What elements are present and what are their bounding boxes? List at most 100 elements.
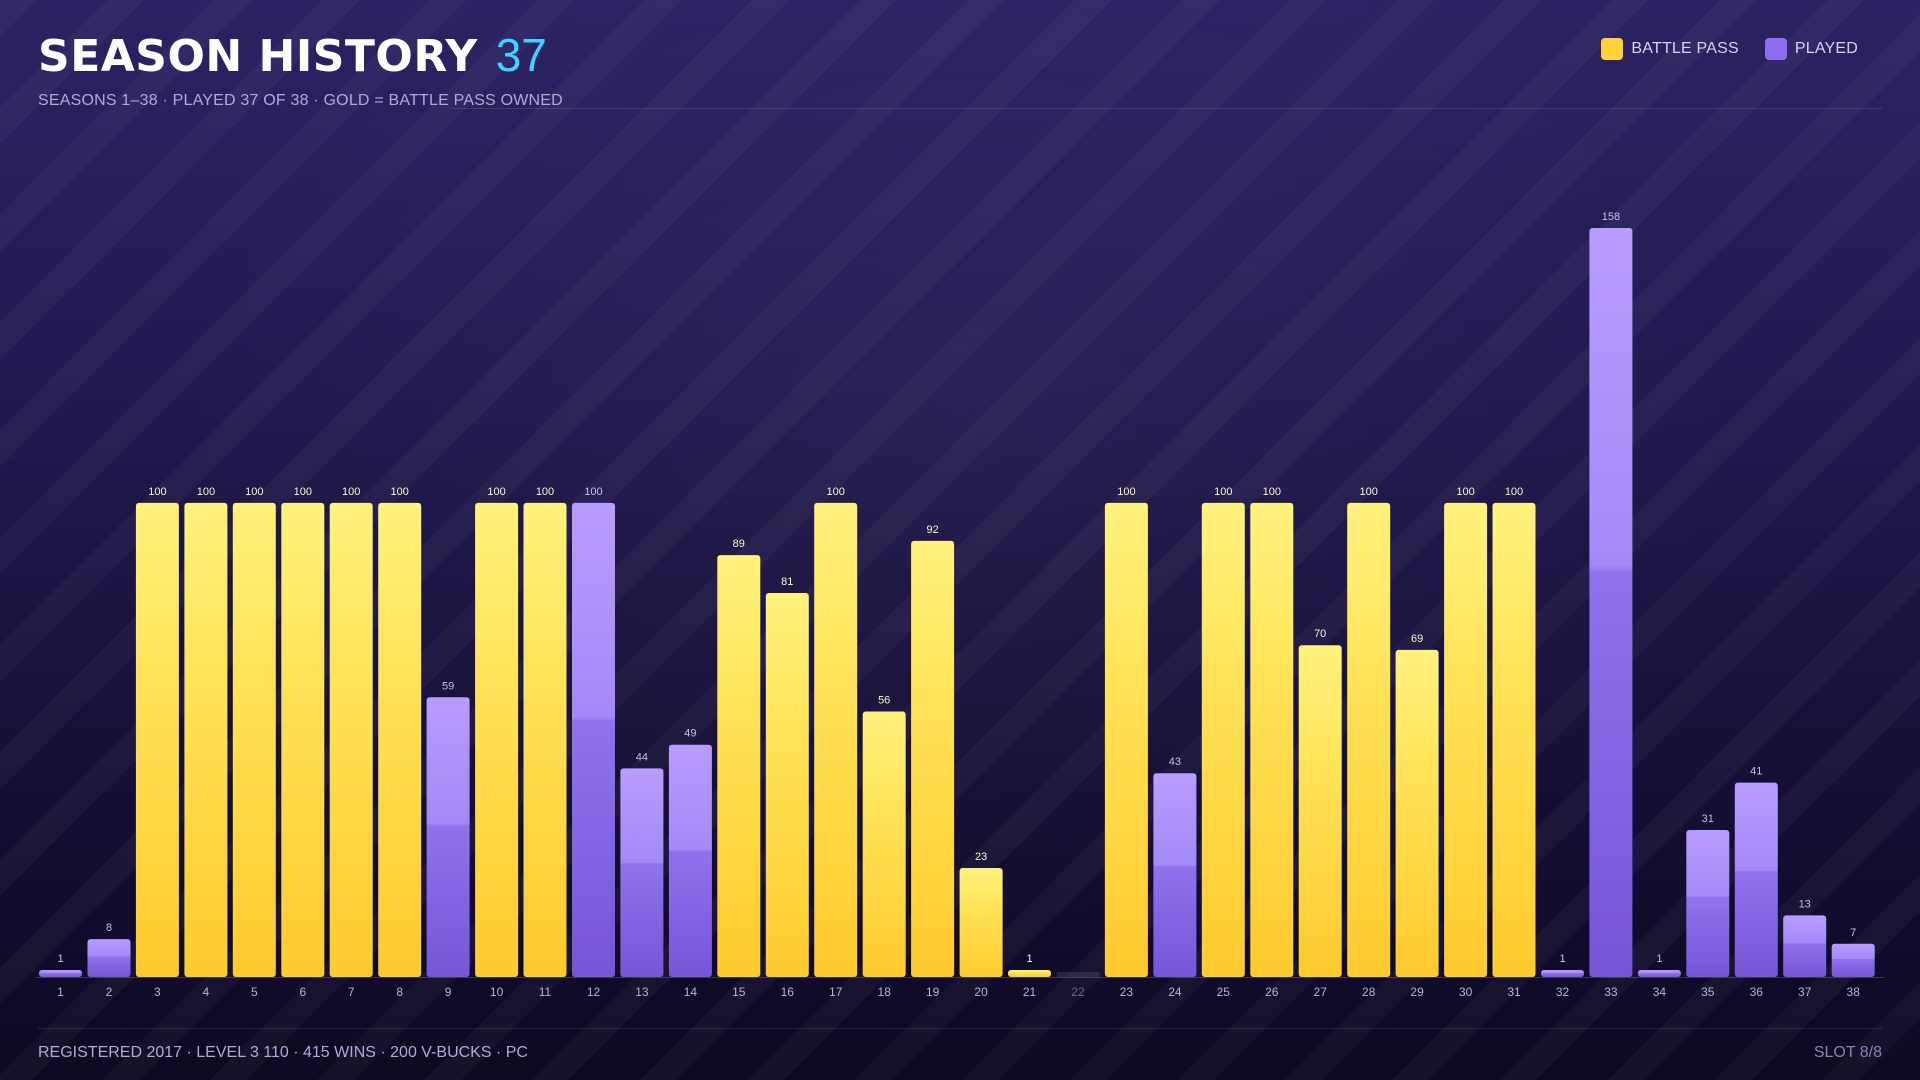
x-tick-label-23: 23: [1120, 985, 1134, 999]
data-label-season-30: 100: [1456, 486, 1474, 498]
x-tick-label-35: 35: [1701, 985, 1715, 999]
legend-swatch-played: [1764, 38, 1787, 60]
footer-profile-info: REGISTERED 2017 · LEVEL 3 110 · 415 WINS…: [38, 1044, 528, 1061]
data-label-season-35: 31: [1702, 813, 1714, 825]
bar-season-31: [1492, 502, 1536, 977]
bar-season-10: [475, 502, 519, 977]
x-tick-label-5: 5: [251, 985, 258, 999]
legend-swatch-battle-pass: [1601, 38, 1624, 60]
data-label-season-31: 100: [1505, 486, 1523, 498]
data-label-season-1: 1: [57, 953, 63, 965]
bar-season-21: [1008, 970, 1051, 977]
x-tick-label-21: 21: [1023, 985, 1037, 999]
data-label-season-9: 59: [442, 680, 454, 692]
bar-season-27: [1298, 645, 1342, 977]
bar-season-8: [378, 502, 422, 977]
legend-item-played: PLAYED: [1764, 38, 1858, 60]
data-label-season-32: 1: [1559, 953, 1565, 965]
data-label-season-28: 100: [1360, 486, 1378, 498]
bar-season-38: [1831, 943, 1875, 977]
data-label-season-17: 100: [827, 486, 845, 498]
data-label-season-4: 100: [197, 486, 215, 498]
x-tick-label-34: 34: [1653, 985, 1667, 999]
x-tick-label-10: 10: [490, 985, 504, 999]
bar-season-11: [523, 502, 567, 977]
bar-season-30: [1444, 502, 1488, 977]
x-tick-label-27: 27: [1314, 985, 1328, 999]
bar-season-28: [1347, 502, 1391, 977]
data-label-season-6: 100: [294, 486, 312, 498]
header-divider: [450, 108, 1882, 109]
x-tick-label-38: 38: [1847, 985, 1861, 999]
bar-season-22: [1056, 972, 1100, 977]
bars-layer: 1182100310041005100610071008599100101001…: [36, 211, 1884, 999]
data-label-season-3: 100: [148, 486, 166, 498]
data-label-season-19: 92: [926, 524, 938, 536]
x-tick-label-36: 36: [1750, 985, 1764, 999]
x-tick-label-32: 32: [1556, 985, 1570, 999]
data-label-season-11: 100: [536, 486, 554, 498]
bar-season-4: [184, 502, 228, 977]
bar-season-5: [232, 502, 276, 977]
bar-season-13: [620, 768, 664, 977]
data-label-season-24: 43: [1169, 756, 1181, 768]
x-tick-label-20: 20: [974, 985, 988, 999]
data-label-season-34: 1: [1656, 953, 1662, 965]
bar-season-34: [1637, 970, 1681, 977]
header: SEASON HISTORY 37 SEASONS 1–38 · PLAYED …: [38, 28, 563, 110]
x-tick-label-6: 6: [299, 985, 306, 999]
data-label-season-27: 70: [1314, 628, 1326, 640]
bar-season-1: [39, 970, 82, 977]
data-label-season-37: 13: [1799, 898, 1811, 910]
data-label-season-2: 8: [106, 922, 112, 934]
bar-season-26: [1250, 502, 1294, 977]
x-tick-label-11: 11: [539, 985, 552, 999]
x-tick-label-3: 3: [154, 985, 161, 999]
data-label-season-29: 69: [1411, 633, 1423, 645]
bar-season-3: [135, 502, 179, 977]
season-bar-chart: 1182100310041005100610071008599100101001…: [36, 211, 1884, 999]
x-tick-label-4: 4: [203, 985, 210, 999]
data-label-season-15: 89: [733, 538, 745, 550]
x-tick-label-28: 28: [1362, 985, 1376, 999]
bar-season-33: [1589, 228, 1633, 977]
data-label-season-20: 23: [975, 851, 987, 863]
bar-season-19: [911, 540, 955, 977]
x-tick-label-9: 9: [445, 985, 452, 999]
x-tick-label-12: 12: [587, 985, 601, 999]
legend-label-played: PLAYED: [1794, 40, 1858, 57]
bar-season-25: [1201, 502, 1245, 977]
chart-legend: BATTLE PASS PLAYED: [1575, 38, 1858, 60]
title-row: SEASON HISTORY 37: [38, 28, 563, 82]
bar-season-14: [668, 744, 712, 977]
bar-season-18: [862, 711, 906, 977]
footer-divider: [38, 1028, 1882, 1029]
data-label-season-5: 100: [245, 486, 263, 498]
data-label-season-23: 100: [1117, 486, 1135, 498]
data-label-season-16: 81: [781, 576, 793, 588]
bar-season-9: [426, 697, 470, 977]
bar-season-12: [572, 502, 615, 977]
data-label-season-25: 100: [1214, 486, 1232, 498]
x-tick-label-13: 13: [635, 985, 649, 999]
bar-season-15: [717, 555, 761, 977]
legend-label-battle-pass: BATTLE PASS: [1631, 40, 1739, 57]
x-tick-label-2: 2: [106, 985, 113, 999]
data-label-season-36: 41: [1750, 766, 1762, 778]
data-label-season-18: 56: [878, 695, 890, 707]
x-tick-label-31: 31: [1507, 985, 1521, 999]
data-label-season-38: 7: [1850, 927, 1856, 939]
x-tick-label-8: 8: [396, 985, 403, 999]
bar-season-29: [1395, 649, 1439, 977]
x-tick-label-29: 29: [1410, 985, 1424, 999]
bar-season-32: [1541, 970, 1584, 977]
data-label-season-7: 100: [342, 486, 360, 498]
x-tick-label-18: 18: [878, 985, 892, 999]
bar-season-6: [281, 502, 325, 977]
page-title: SEASON HISTORY: [38, 31, 478, 82]
bar-season-17: [814, 502, 858, 977]
data-label-season-21: 1: [1026, 953, 1032, 965]
data-label-season-33: 158: [1602, 211, 1620, 223]
x-tick-label-14: 14: [684, 985, 698, 999]
bar-season-37: [1783, 915, 1827, 977]
